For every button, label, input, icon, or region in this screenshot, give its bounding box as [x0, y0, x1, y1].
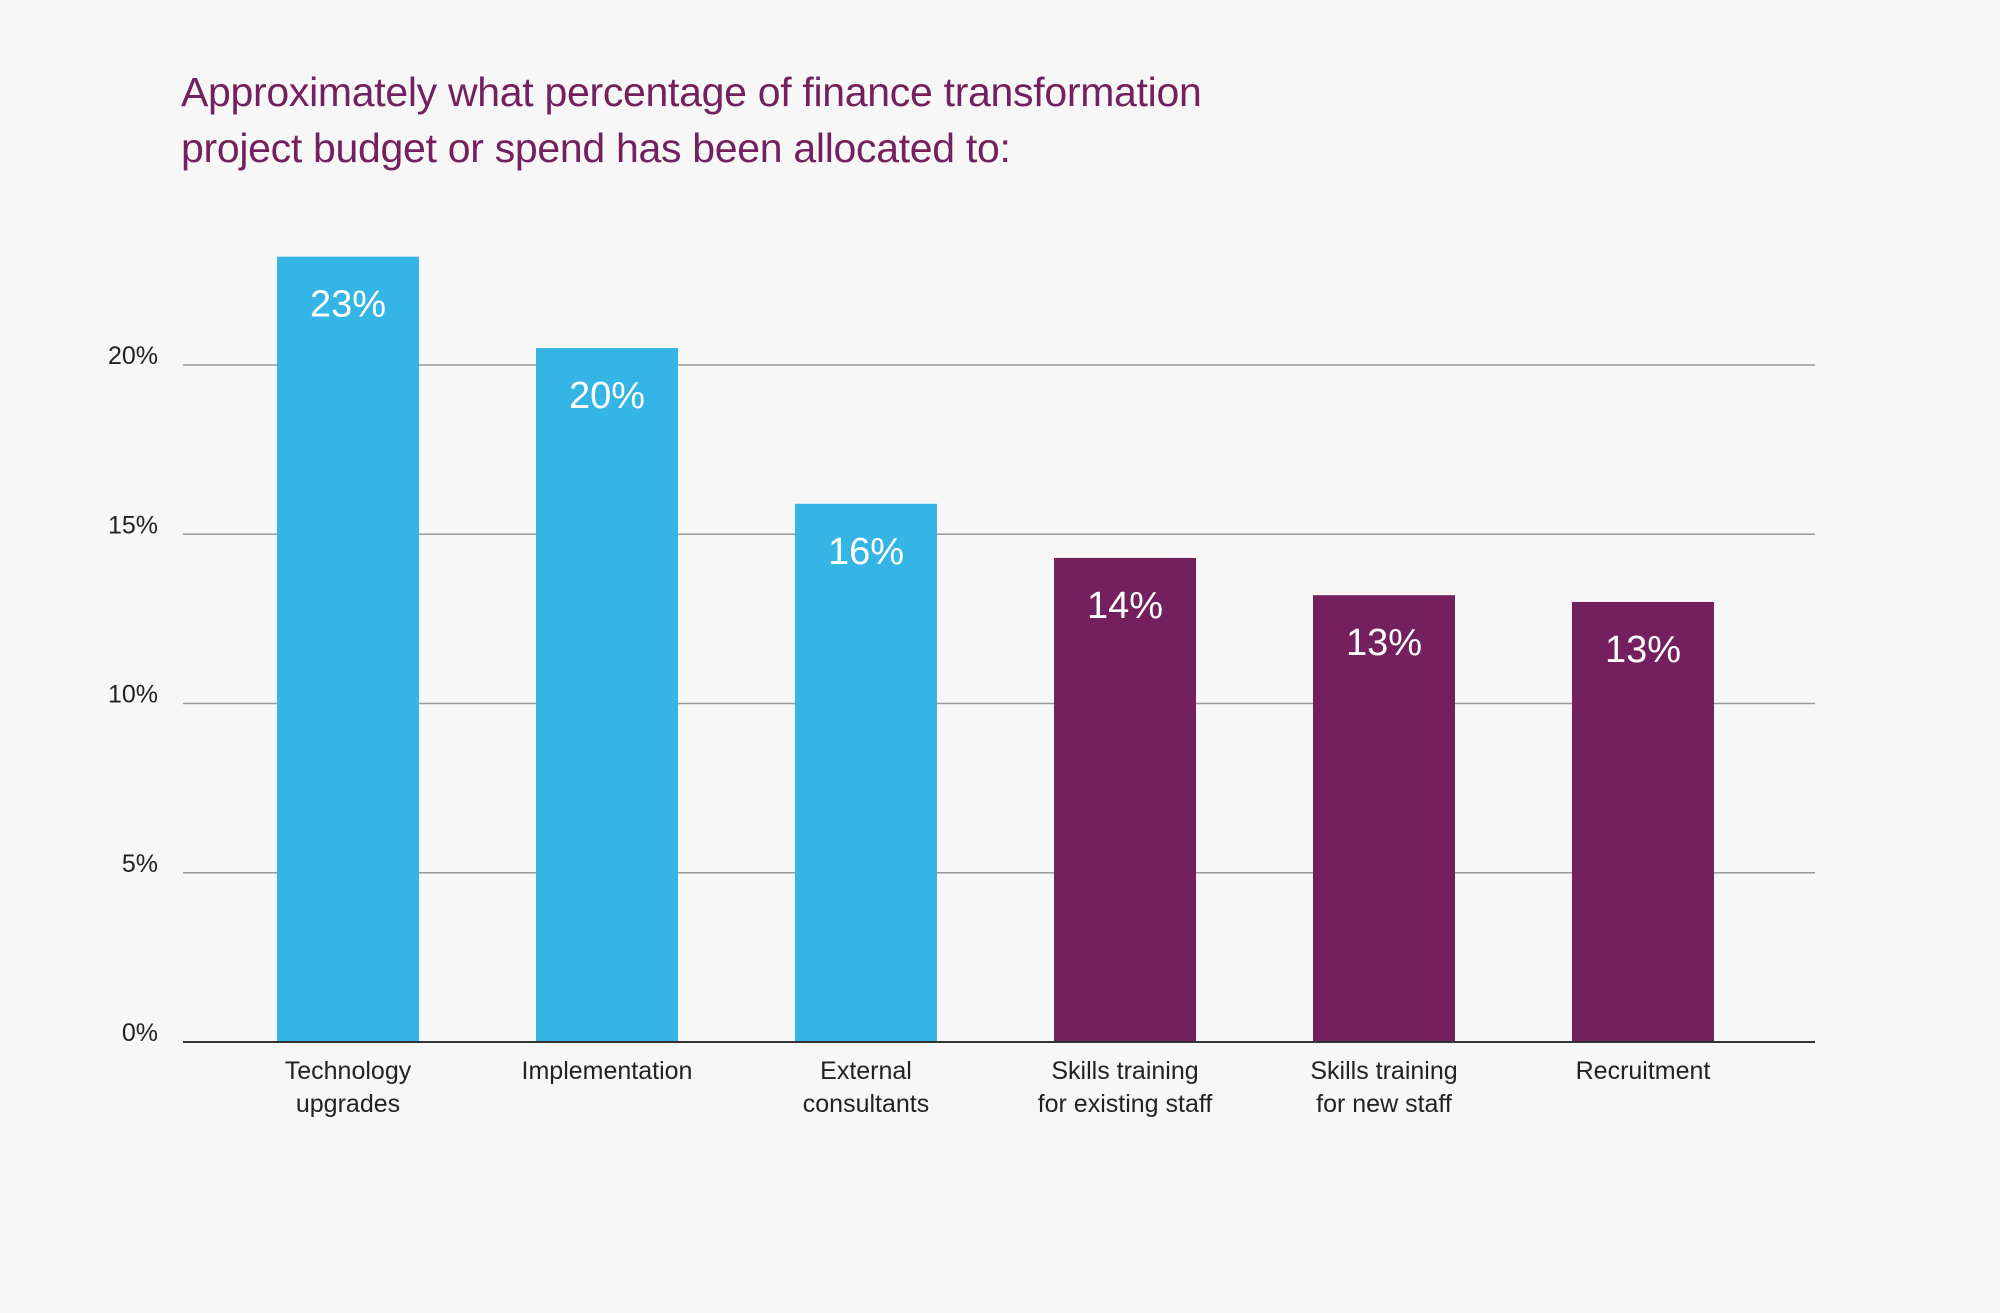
data-label: 13% — [1346, 622, 1422, 664]
x-axis-category-labels: Technology upgrades Implementation External… — [285, 1057, 1711, 1118]
gridlines — [183, 364, 1815, 874]
bar — [1054, 557, 1196, 1042]
x-tick-label: Recruitment — [1576, 1057, 1711, 1085]
bar — [1572, 601, 1714, 1042]
data-label: 23% — [310, 284, 386, 326]
y-tick-label: 20% — [108, 342, 158, 370]
data-label: 16% — [828, 531, 904, 573]
x-tick-label: for existing staff — [1038, 1090, 1213, 1118]
y-tick-label: 5% — [122, 850, 158, 878]
chart-title: Approximately what percentage of finance… — [181, 64, 1381, 176]
y-axis-tick-labels: 0% 5% 10% 15% 20% — [108, 342, 158, 1047]
chart-title-line-1: Approximately what percentage of finance… — [181, 69, 1202, 115]
y-tick-label: 15% — [108, 511, 158, 539]
data-label: 13% — [1605, 629, 1681, 671]
x-tick-label: upgrades — [296, 1090, 400, 1118]
chart-title-line-2: project budget or spend has been allocat… — [181, 125, 1011, 171]
data-labels: 23% 20% 16% 14% 13% 13% — [310, 284, 1681, 671]
y-tick-label: 10% — [108, 681, 158, 709]
x-tick-label: Skills training — [1051, 1057, 1198, 1085]
data-label: 14% — [1087, 585, 1163, 627]
x-tick-label: Technology — [285, 1057, 412, 1085]
bar — [1313, 595, 1455, 1042]
x-tick-label: Skills training — [1310, 1057, 1457, 1085]
x-tick-label: External — [820, 1057, 912, 1085]
x-tick-label: consultants — [803, 1090, 929, 1118]
x-tick-label: for new staff — [1316, 1090, 1452, 1118]
data-label: 20% — [569, 375, 645, 417]
x-tick-label: Implementation — [522, 1057, 693, 1085]
y-tick-label: 0% — [122, 1019, 158, 1047]
bars — [277, 256, 1714, 1042]
bar — [795, 503, 937, 1042]
bar — [536, 348, 678, 1042]
bar — [277, 256, 419, 1042]
